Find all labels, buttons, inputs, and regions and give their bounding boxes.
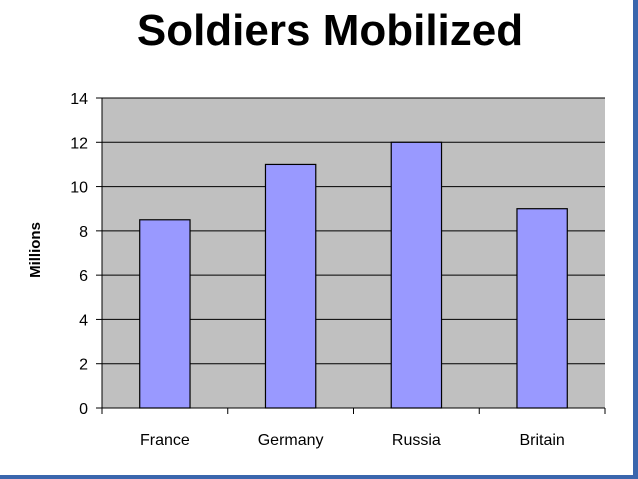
y-tick-label: 6 xyxy=(79,268,88,285)
y-tick-labels: 0 2 4 6 8 10 12 14 xyxy=(70,91,88,418)
chart-title: Soldiers Mobilized xyxy=(136,6,524,55)
y-tick-label: 4 xyxy=(79,312,88,329)
bar-france xyxy=(139,219,191,409)
x-category-label: Germany xyxy=(258,432,324,449)
slide-frame-bottom xyxy=(0,475,638,479)
x-category-labels: France Germany Russia Britain xyxy=(140,432,565,449)
bar-britain xyxy=(516,208,568,409)
y-tick-label: 12 xyxy=(70,135,88,152)
y-tick-label: 14 xyxy=(70,91,88,108)
y-tick-label: 10 xyxy=(70,180,88,197)
slide-frame-right xyxy=(633,0,638,479)
bar-germany xyxy=(264,163,317,409)
y-tick-label: 0 xyxy=(79,401,88,418)
x-category-label: France xyxy=(140,432,190,449)
bars xyxy=(139,141,568,409)
y-axis-label: Millions xyxy=(27,222,44,278)
axes xyxy=(96,97,606,414)
y-tick-label: 8 xyxy=(79,224,88,241)
x-category-label: Britain xyxy=(519,432,564,449)
bar-russia xyxy=(390,141,443,409)
y-tick-label: 2 xyxy=(79,357,88,374)
x-category-label: Russia xyxy=(392,432,441,449)
